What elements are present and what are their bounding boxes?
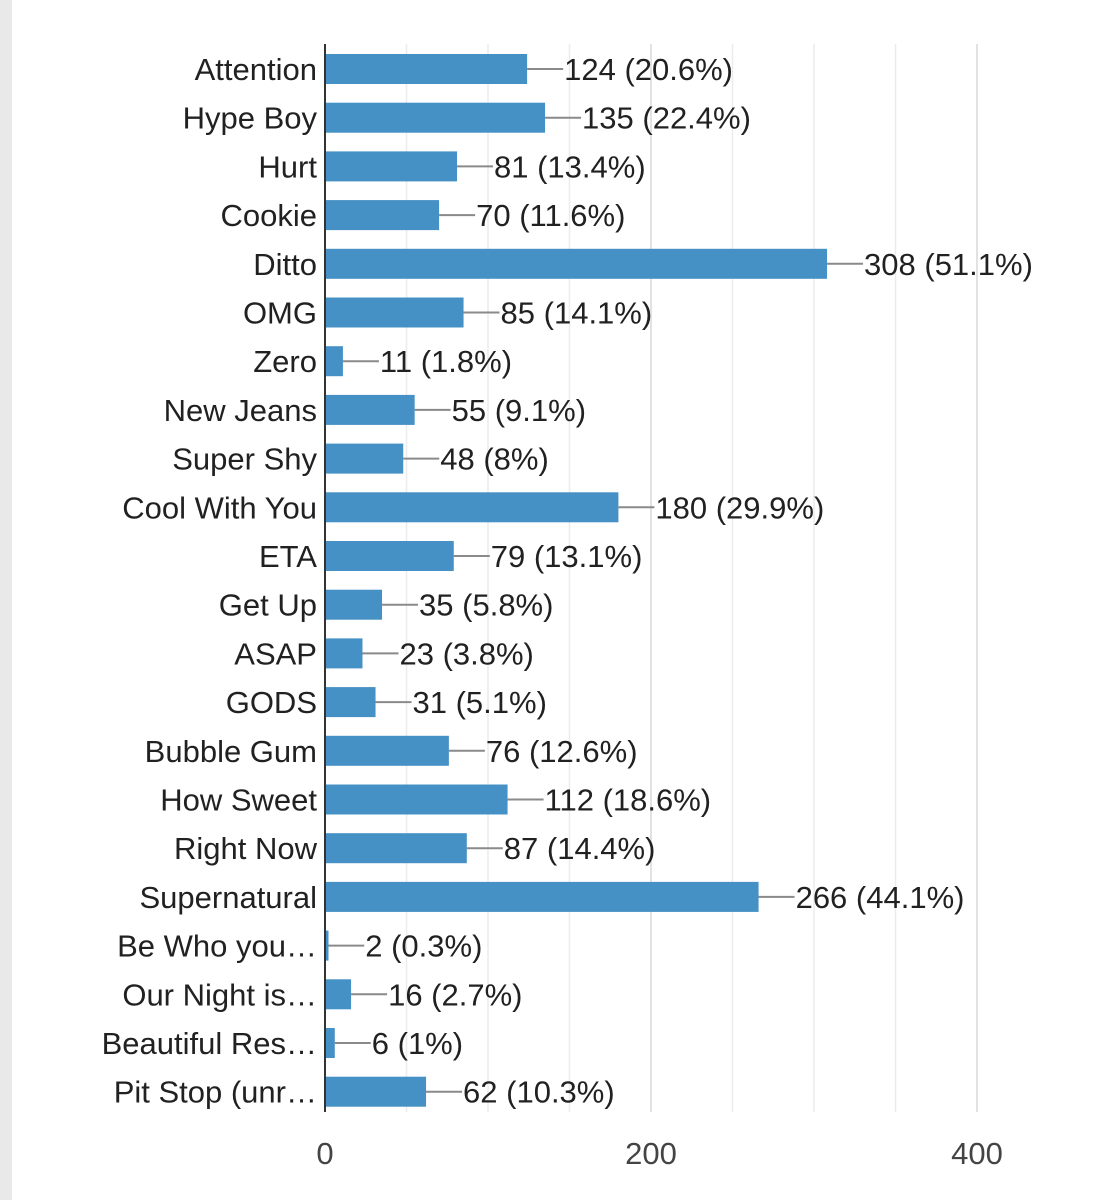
value-label: 85 (14.1%) [501,296,653,331]
category-label: ETA [259,539,317,574]
value-label: 266 (44.1%) [796,880,965,915]
value-label: 308 (51.1%) [864,247,1033,282]
bar [326,200,440,231]
value-label: 79 (13.1%) [491,539,643,574]
category-label: Ditto [253,247,317,282]
value-label: 70 (11.6%) [476,198,625,233]
bar [326,297,464,328]
bar [326,492,619,523]
bar [326,784,508,815]
value-label: 31 (5.1%) [413,685,547,720]
value-label: 87 (14.4%) [504,831,656,866]
value-label: 76 (12.6%) [486,734,638,769]
category-label: Super Shy [172,442,317,477]
bar-chart: 124 (20.6%) Attention 135 (22.4%) Hype Boy 8… [102,44,1033,1171]
value-label: 124 (20.6%) [564,52,733,87]
bar [326,151,458,182]
x-tick-label: 200 [625,1136,677,1171]
category-label: New Jeans [164,393,317,428]
bar [326,979,352,1010]
value-label: 16 (2.7%) [388,977,522,1012]
category-label: Cool With You [122,490,317,525]
value-label: 112 (18.6%) [545,783,712,818]
value-label: 81 (13.4%) [494,149,646,184]
category-label: Supernatural [139,880,317,915]
category-label: Cookie [221,198,318,233]
bar [326,1076,427,1107]
category-label: How Sweet [160,783,317,818]
value-label: 180 (29.9%) [655,490,824,525]
value-label: 11 (1.8%) [380,344,512,379]
value-label: 35 (5.8%) [419,588,553,623]
chart-card: 124 (20.6%) Attention 135 (22.4%) Hype Boy 8… [12,0,1117,1200]
value-label: 55 (9.1%) [452,393,586,428]
bar [326,687,376,718]
bar [326,1028,335,1058]
value-label: 6 (1%) [372,1026,463,1061]
category-label: Beautiful Res… [102,1026,317,1061]
bar [326,54,528,84]
category-label: Zero [253,344,317,379]
value-label: 23 (3.8%) [399,636,533,671]
x-tick-label: 0 [316,1136,333,1171]
bar [326,541,454,571]
bar [326,346,343,377]
category-label: Bubble Gum [145,734,317,769]
category-label: Pit Stop (unr… [114,1075,317,1110]
category-label: Attention [195,52,317,87]
bar [326,833,467,864]
value-label: 48 (8%) [440,442,549,477]
bar [326,394,415,425]
x-tick-label: 400 [951,1136,1003,1171]
bar [326,248,828,279]
bar [326,735,449,766]
category-label: OMG [243,296,317,331]
bar [326,102,546,133]
category-label: Get Up [219,588,317,623]
value-label: 2 (0.3%) [365,929,482,964]
category-label: Right Now [174,831,318,866]
value-label: 135 (22.4%) [582,101,751,136]
category-label: GODS [226,685,317,720]
category-label: Be Who you… [117,929,317,964]
value-label: 62 (10.3%) [463,1075,615,1110]
bar [326,443,404,474]
category-label: ASAP [234,636,317,671]
bar [326,589,383,620]
category-label: Hurt [258,149,317,184]
bar [326,638,363,669]
category-label: Hype Boy [183,101,318,136]
bar [326,881,759,912]
bar [326,930,329,961]
category-label: Our Night is… [122,977,317,1012]
